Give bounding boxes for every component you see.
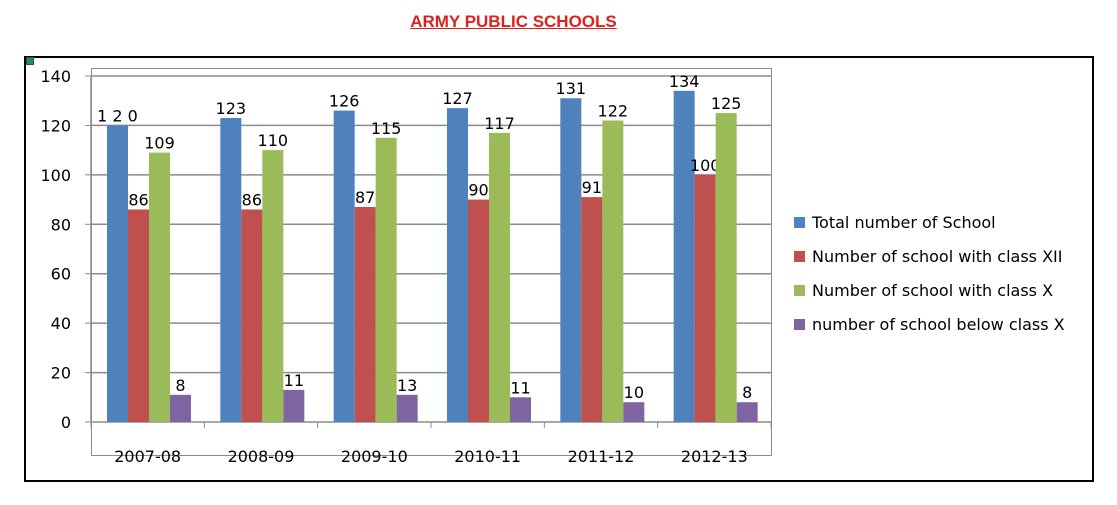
chart-frame: [24, 56, 1094, 482]
y-tick-label: 100: [40, 166, 71, 185]
data-label: 91: [582, 178, 602, 197]
bar: [220, 118, 242, 422]
x-tick-label: 2011-12: [568, 447, 635, 466]
data-label: 100: [690, 156, 721, 175]
legend-item: Total number of School: [794, 205, 1065, 239]
bar: [581, 197, 603, 422]
legend-label: number of school below class X: [812, 314, 1065, 334]
bar: [489, 132, 510, 423]
data-label: 117: [484, 114, 515, 133]
bar: [262, 150, 284, 422]
legend-swatch-total: [794, 216, 805, 228]
bar: [170, 394, 191, 422]
bar: [107, 125, 128, 422]
y-tick-label: 60: [51, 265, 71, 284]
data-label: 8: [742, 383, 752, 402]
legend-item: number of school below class X: [794, 307, 1065, 341]
x-tick-label: 2010-11: [454, 447, 521, 466]
bar: [149, 152, 170, 422]
data-label: 90: [468, 181, 488, 200]
legend-item: Number of school with class X: [794, 273, 1065, 307]
x-tick-label: 2007-08: [114, 447, 181, 466]
bar: [468, 199, 489, 422]
bar: [128, 209, 149, 422]
data-label: 11: [284, 371, 304, 390]
bar: [510, 397, 531, 422]
y-tick-label: 0: [61, 413, 71, 432]
data-label: 134: [669, 72, 700, 91]
data-label: 13: [397, 376, 417, 395]
legend-swatch-class-xii: [794, 250, 805, 262]
bar: [354, 206, 376, 422]
data-label: 123: [216, 99, 247, 118]
legend-swatch-below-x: [794, 318, 805, 330]
bar: [623, 402, 645, 422]
data-label: 86: [242, 190, 262, 209]
legend-label: Number of school with class X: [812, 280, 1054, 300]
x-tick-label: 2012-13: [681, 447, 748, 466]
data-label: 110: [258, 131, 289, 150]
resize-handle-icon[interactable]: [26, 57, 34, 65]
bar: [673, 90, 695, 422]
data-label: 131: [556, 79, 587, 98]
bar: [694, 174, 716, 422]
data-label: 10: [624, 383, 644, 402]
page-title: ARMY PUBLIC SCHOOLS: [410, 12, 617, 31]
x-tick-label: 2008-09: [228, 447, 295, 466]
y-tick-label: 40: [51, 314, 71, 333]
y-tick-label: 120: [40, 116, 71, 135]
legend-item: Number of school with class XII: [794, 239, 1065, 273]
legend-label: Number of school with class XII: [812, 246, 1063, 266]
bar: [283, 389, 305, 422]
legend-swatch-class-x: [794, 284, 805, 296]
bar: [560, 98, 582, 422]
data-label: 126: [329, 92, 360, 111]
data-label: 109: [144, 134, 175, 153]
data-label: 122: [598, 101, 629, 120]
bar: [602, 120, 624, 422]
data-label: 86: [128, 190, 148, 209]
chart-legend: Total number of School Number of school …: [794, 205, 1065, 341]
y-tick-label: 140: [40, 67, 71, 86]
data-label: 127: [442, 89, 473, 108]
data-label: 125: [711, 94, 742, 113]
bar: [333, 110, 355, 422]
data-label: 1 2 0: [97, 106, 138, 125]
y-tick-label: 20: [51, 364, 71, 383]
legend-label: Total number of School: [812, 212, 996, 232]
data-label: 8: [175, 376, 185, 395]
data-label: 87: [355, 188, 375, 207]
bar: [447, 108, 468, 422]
y-tick-label: 80: [51, 215, 71, 234]
bar: [736, 402, 758, 422]
x-tick-label: 2009-10: [341, 447, 408, 466]
bar: [396, 394, 418, 422]
data-label: 11: [510, 378, 530, 397]
bar: [375, 137, 397, 423]
bar: [241, 209, 263, 422]
data-label: 115: [371, 119, 402, 138]
bar: [715, 113, 737, 423]
